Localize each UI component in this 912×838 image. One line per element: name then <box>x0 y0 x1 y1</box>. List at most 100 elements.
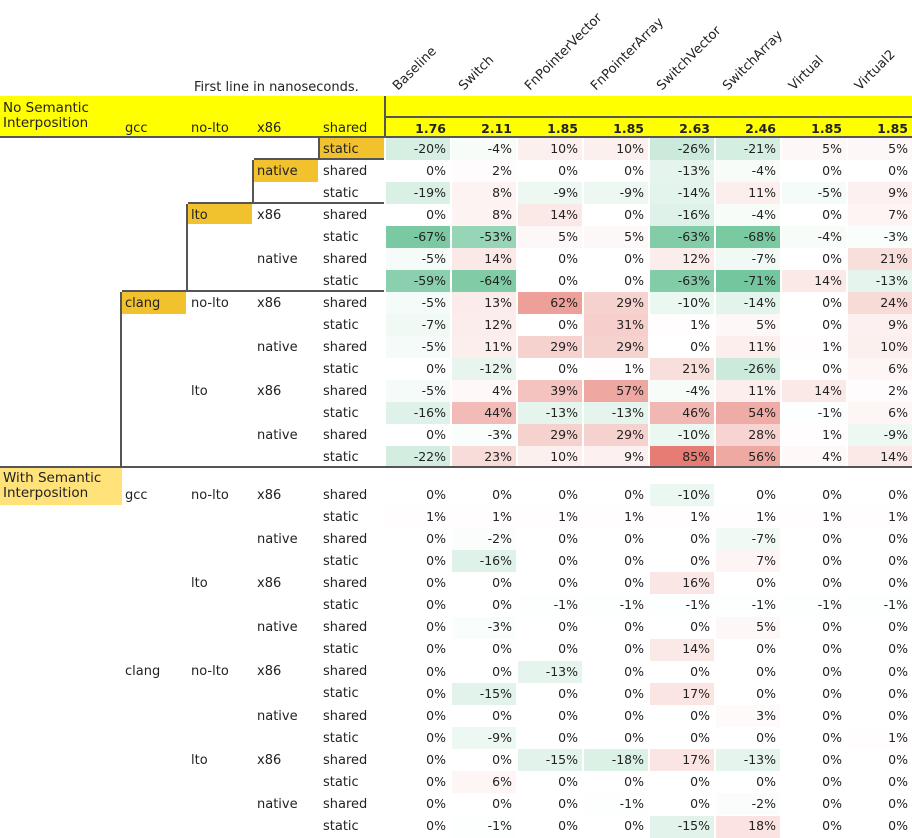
table-cell-switch: -15% <box>452 682 516 705</box>
row-lto-label: lto <box>191 752 208 768</box>
grid-line <box>318 138 320 160</box>
row-arch-label: x86 <box>257 383 282 399</box>
table-cell-virtual2: 0% <box>888 663 908 679</box>
table-cell-switcharray: 3% <box>716 705 780 727</box>
row-arch-label: x86 <box>257 752 282 768</box>
row-arch-label: native <box>257 708 298 724</box>
row-link-label: shared <box>323 295 368 311</box>
row-compiler-label: clang <box>125 295 161 311</box>
table-cell-baseline: 0% <box>426 796 446 812</box>
table-cell-baseline: 0% <box>426 575 446 591</box>
table-cell-switchvector: 2.63 <box>679 120 710 136</box>
table-cell-fnpointervector: 0% <box>558 641 578 657</box>
table-cell-switchvector: 14% <box>650 638 714 661</box>
table-cell-baseline: 0% <box>426 774 446 790</box>
table-cell-fnpointerarray: 0% <box>624 619 644 635</box>
table-cell-virtual2: -13% <box>848 270 912 292</box>
table-cell-virtual2: 0% <box>888 796 908 812</box>
table-cell-virtual2: 6% <box>848 402 912 424</box>
table-cell-virtual: 0% <box>822 663 842 679</box>
table-cell-virtual2: -1% <box>848 594 912 617</box>
table-cell-switchvector: -1% <box>650 594 714 617</box>
table-cell-fnpointervector: 0% <box>558 818 578 834</box>
row-link-label: static <box>323 642 359 658</box>
table-cell-switchvector: 0% <box>690 663 710 679</box>
table-cell-baseline: 0% <box>426 818 446 834</box>
table-cell-switchvector: 85% <box>650 446 714 468</box>
table-cell-switcharray: -1% <box>716 594 780 617</box>
row-link-label: shared <box>323 575 368 591</box>
table-cell-fnpointervector: 0% <box>558 707 578 723</box>
row-lto-label: no-lto <box>191 295 229 311</box>
row-link-label: static <box>323 774 359 790</box>
table-cell-switchvector: 0% <box>690 338 710 354</box>
table-cell-switchvector: 46% <box>650 402 714 424</box>
grid-line <box>384 116 912 118</box>
table-cell-virtual2: 10% <box>848 336 912 358</box>
table-cell-virtual2: 0% <box>888 707 908 723</box>
table-cell-baseline: -20% <box>386 138 450 160</box>
table-cell-switch: 1% <box>452 506 516 529</box>
table-cell-baseline: -5% <box>386 248 450 270</box>
table-cell-switchvector: 0% <box>690 796 710 812</box>
table-cell-virtual: 0% <box>822 250 842 266</box>
section-label-line: No Semantic <box>3 99 89 116</box>
column-header-baseline: Baseline <box>390 44 440 94</box>
row-link-label: shared <box>323 383 368 399</box>
row-link-label: shared <box>323 163 368 179</box>
row-lto-label: no-lto <box>191 121 229 136</box>
section-label-no-semantic: No Semantic Interposition <box>0 96 122 136</box>
column-header-switcharray: SwitchArray <box>720 27 786 94</box>
table-cell-switcharray: 0% <box>756 641 776 657</box>
section-label-with-semantic: With Semantic Interposition <box>0 467 122 505</box>
row-link-label: shared <box>323 487 368 503</box>
table-cell-virtual: 0% <box>822 796 842 812</box>
row-link-label: static <box>323 405 359 421</box>
table-cell-virtual2: 0% <box>888 751 908 767</box>
table-cell-switch: 2% <box>452 160 516 182</box>
table-cell-switcharray: -4% <box>716 204 780 226</box>
table-cell-switch: -53% <box>452 226 516 248</box>
table-cell-virtual: 14% <box>782 270 846 292</box>
row-link-label: static <box>323 509 359 525</box>
table-cell-fnpointervector: 0% <box>558 250 578 266</box>
table-cell-switch: -12% <box>452 358 516 380</box>
table-cell-fnpointervector: -1% <box>518 594 582 617</box>
table-cell-fnpointerarray: 0% <box>624 641 644 657</box>
table-cell-baseline: 0% <box>426 206 446 222</box>
table-cell-switch: 4% <box>452 380 516 402</box>
table-cell-switcharray: 18% <box>716 815 780 838</box>
table-cell-baseline: 0% <box>426 707 446 723</box>
table-cell-virtual: -4% <box>782 226 846 248</box>
table-cell-fnpointerarray: -1% <box>584 793 648 816</box>
table-cell-switch: 8% <box>452 182 516 204</box>
table-cell-fnpointervector: -13% <box>518 660 582 683</box>
table-cell-fnpointervector: 0% <box>558 685 578 701</box>
table-cell-switcharray: -13% <box>716 749 780 772</box>
table-cell-baseline: 0% <box>426 486 446 502</box>
row-link-label: shared <box>323 664 368 680</box>
table-cell-baseline: 0% <box>426 751 446 767</box>
table-cell-virtual: 0% <box>822 707 842 723</box>
table-cell-virtual: 0% <box>822 641 842 657</box>
table-cell-fnpointervector: 0% <box>558 486 578 502</box>
row-arch-label: x86 <box>257 575 282 591</box>
row-link-label: static <box>323 598 359 613</box>
row-lto-label: lto <box>191 383 208 399</box>
tree-highlight-cell <box>254 160 318 182</box>
table-cell-virtual2: 0% <box>888 575 908 591</box>
row-link-label: shared <box>323 531 368 547</box>
table-cell-switchvector: 0% <box>690 729 710 745</box>
table-cell-switch: -4% <box>452 138 516 160</box>
row-arch-label: native <box>257 251 298 267</box>
table-cell-switchvector: 16% <box>650 572 714 595</box>
table-cell-switchvector: 17% <box>650 682 714 705</box>
table-cell-switcharray: -26% <box>716 358 780 380</box>
table-cell-switch: 0% <box>492 707 512 723</box>
table-cell-virtual: 5% <box>782 138 846 160</box>
table-cell-fnpointerarray: 0% <box>624 162 644 178</box>
row-link-label: shared <box>323 121 368 136</box>
table-cell-fnpointervector: 39% <box>518 380 582 402</box>
table-cell-switch: 0% <box>492 575 512 591</box>
table-cell-fnpointerarray: 29% <box>584 292 648 314</box>
